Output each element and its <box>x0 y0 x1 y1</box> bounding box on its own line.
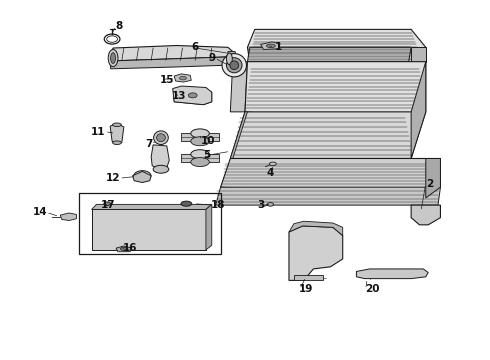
Polygon shape <box>261 42 280 49</box>
Text: 2: 2 <box>426 179 433 189</box>
Ellipse shape <box>113 141 122 144</box>
Polygon shape <box>151 145 169 169</box>
Ellipse shape <box>111 53 116 63</box>
Text: 4: 4 <box>267 168 274 178</box>
Bar <box>79 193 220 253</box>
Ellipse shape <box>222 54 246 77</box>
Text: 3: 3 <box>257 200 265 210</box>
Polygon shape <box>111 45 233 61</box>
Text: 18: 18 <box>211 200 225 210</box>
Text: 11: 11 <box>91 127 106 136</box>
Polygon shape <box>216 187 441 205</box>
Polygon shape <box>206 204 212 250</box>
Polygon shape <box>230 62 247 112</box>
Ellipse shape <box>191 158 209 167</box>
Polygon shape <box>411 205 441 225</box>
Text: 8: 8 <box>116 21 123 31</box>
Ellipse shape <box>188 93 197 98</box>
Polygon shape <box>294 275 323 280</box>
Ellipse shape <box>134 171 151 181</box>
Ellipse shape <box>181 201 192 206</box>
Ellipse shape <box>153 165 169 173</box>
Ellipse shape <box>179 76 186 80</box>
Ellipse shape <box>191 150 209 159</box>
Ellipse shape <box>267 44 275 48</box>
Polygon shape <box>92 204 212 210</box>
Polygon shape <box>411 47 426 62</box>
Polygon shape <box>230 112 426 158</box>
Ellipse shape <box>157 134 165 141</box>
Polygon shape <box>110 123 124 144</box>
Polygon shape <box>92 210 206 250</box>
Polygon shape <box>247 47 411 62</box>
Text: 17: 17 <box>101 200 116 210</box>
Text: 16: 16 <box>123 243 137 253</box>
Polygon shape <box>174 74 191 82</box>
Polygon shape <box>181 154 219 162</box>
Polygon shape <box>289 226 343 280</box>
Text: 20: 20 <box>365 284 379 294</box>
Polygon shape <box>172 86 212 105</box>
Ellipse shape <box>121 247 127 251</box>
Polygon shape <box>247 30 426 62</box>
Polygon shape <box>60 213 76 221</box>
Ellipse shape <box>270 162 276 166</box>
Ellipse shape <box>104 202 111 206</box>
Text: 15: 15 <box>159 75 174 85</box>
Ellipse shape <box>230 61 239 69</box>
Polygon shape <box>411 62 426 158</box>
Polygon shape <box>174 90 212 105</box>
Ellipse shape <box>113 123 122 127</box>
Polygon shape <box>245 62 426 125</box>
Polygon shape <box>181 134 219 141</box>
Polygon shape <box>230 112 247 158</box>
Ellipse shape <box>191 129 209 138</box>
Ellipse shape <box>108 49 118 67</box>
Text: 6: 6 <box>191 42 198 52</box>
Ellipse shape <box>191 137 209 146</box>
Polygon shape <box>116 246 132 252</box>
Polygon shape <box>133 171 151 183</box>
Text: 9: 9 <box>209 53 216 63</box>
Polygon shape <box>225 51 235 65</box>
Text: 5: 5 <box>203 150 211 160</box>
Ellipse shape <box>154 131 168 144</box>
Polygon shape <box>356 269 428 279</box>
Polygon shape <box>289 221 343 235</box>
Polygon shape <box>426 158 441 198</box>
Ellipse shape <box>226 58 242 73</box>
Text: 19: 19 <box>299 284 313 294</box>
Text: 13: 13 <box>172 91 186 101</box>
Text: 12: 12 <box>106 173 121 183</box>
Ellipse shape <box>267 203 273 206</box>
Text: 7: 7 <box>145 139 152 149</box>
Polygon shape <box>220 158 441 198</box>
Text: 10: 10 <box>201 136 216 145</box>
Text: 14: 14 <box>32 207 47 217</box>
Polygon shape <box>111 57 225 69</box>
Ellipse shape <box>226 53 232 64</box>
Text: 1: 1 <box>274 42 282 52</box>
